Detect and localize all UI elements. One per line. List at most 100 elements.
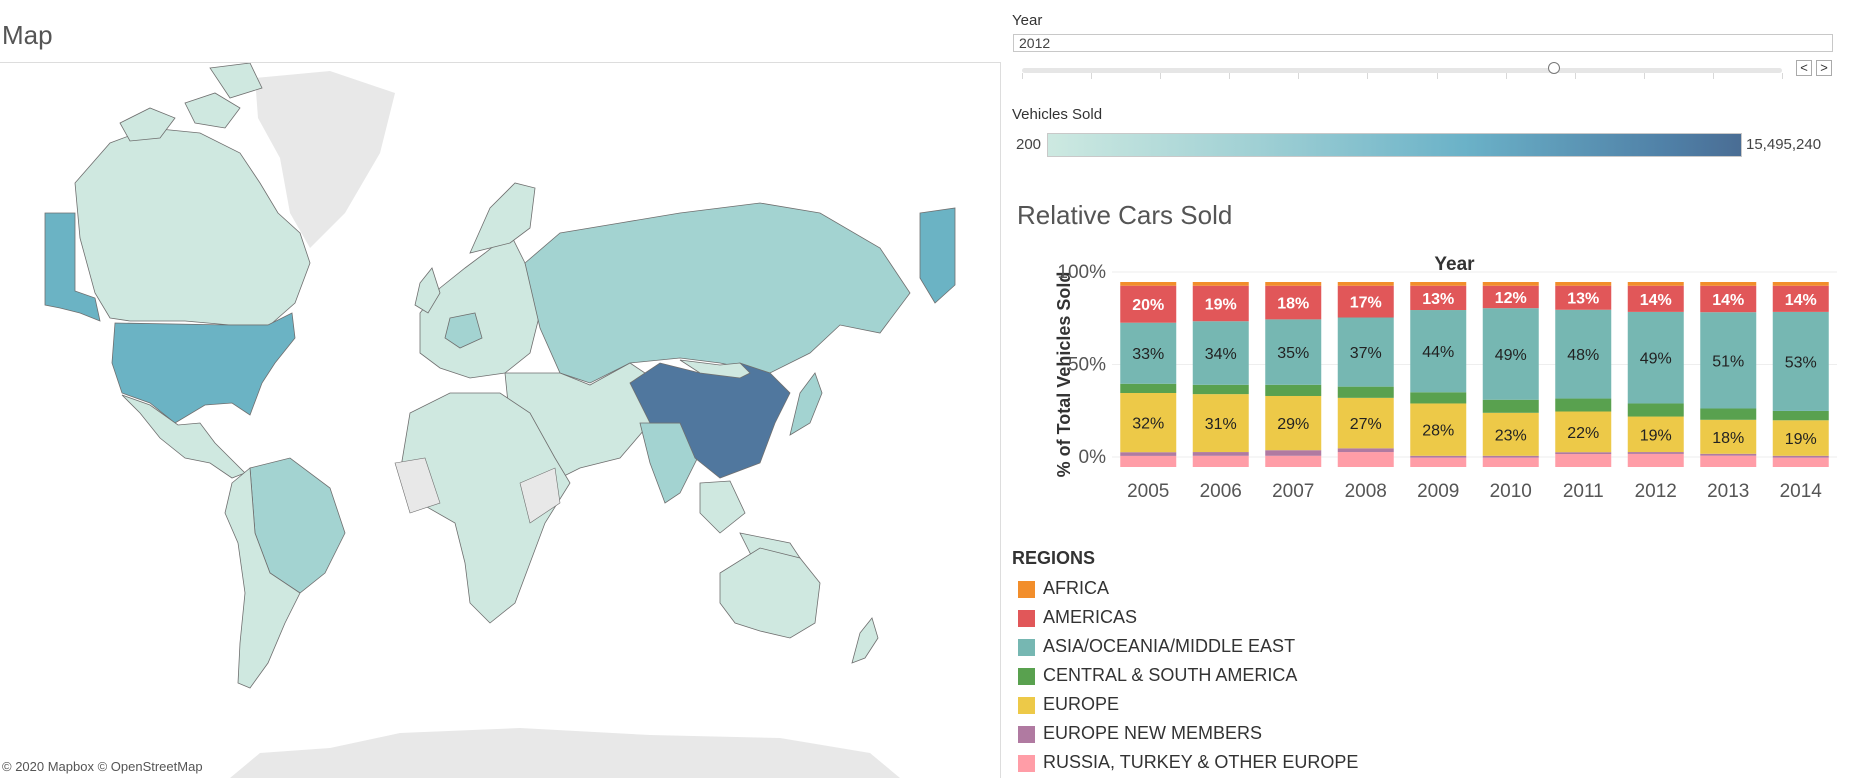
bar-segment[interactable] — [1337, 397, 1394, 449]
map-region-arctic-islands[interactable] — [119, 63, 263, 142]
bar-segment[interactable] — [1192, 455, 1249, 467]
bar-segment[interactable] — [1410, 310, 1467, 393]
year-slider-thumb[interactable] — [1548, 62, 1560, 74]
world-map-canvas[interactable] — [0, 63, 1000, 778]
map-region-russia[interactable] — [524, 202, 911, 384]
bar-segment[interactable] — [1337, 452, 1394, 467]
bar-segment[interactable] — [1410, 282, 1467, 286]
bar-segment[interactable] — [1482, 285, 1539, 309]
map-region-south-america-rest[interactable] — [224, 467, 301, 689]
bar-segment[interactable] — [1772, 457, 1829, 467]
map-region-southeast-asia[interactable] — [699, 480, 801, 564]
map-region-europe[interactable] — [419, 232, 541, 379]
bar-segment[interactable] — [1627, 282, 1684, 286]
bar-segment[interactable] — [1772, 285, 1829, 312]
year-slider-tick — [1643, 73, 1645, 79]
bar-segment[interactable] — [1627, 403, 1684, 417]
map-region-africa[interactable] — [399, 392, 571, 624]
map-region-africa-no-data[interactable] — [394, 457, 561, 524]
bar-segment[interactable] — [1772, 410, 1829, 421]
year-next-button[interactable]: > — [1816, 60, 1832, 76]
bar-segment[interactable] — [1410, 457, 1467, 467]
map-region-australia[interactable] — [719, 547, 821, 639]
year-slider-track[interactable] — [1022, 68, 1782, 73]
bar-segment[interactable] — [1337, 282, 1394, 286]
bar-segment[interactable] — [1120, 455, 1177, 467]
bar-segment[interactable] — [1265, 384, 1322, 396]
bar-segment[interactable] — [1555, 452, 1612, 455]
bar-segment[interactable] — [1627, 453, 1684, 467]
bar-segment[interactable] — [1700, 453, 1757, 456]
bar-segment[interactable] — [1192, 394, 1249, 453]
map-region-germany[interactable] — [444, 312, 483, 349]
map-region-canada[interactable] — [74, 127, 311, 326]
bar-segment[interactable] — [1700, 419, 1757, 454]
bar-segment[interactable] — [1337, 448, 1394, 453]
bar-segment[interactable] — [1265, 285, 1322, 320]
bar-segment[interactable] — [1265, 395, 1322, 451]
bar-segment[interactable] — [1627, 311, 1684, 404]
map-region-japan[interactable] — [789, 372, 823, 436]
map-region-usa[interactable] — [111, 312, 296, 424]
bar-segment[interactable] — [1772, 311, 1829, 411]
bar-segment[interactable] — [1120, 285, 1177, 323]
map-region-uk[interactable] — [414, 267, 441, 314]
bar-segment[interactable] — [1410, 285, 1467, 311]
map-region-alaska[interactable] — [44, 212, 101, 322]
bar-segment[interactable] — [1555, 285, 1612, 310]
bar-segment[interactable] — [1482, 455, 1539, 458]
bar-segment[interactable] — [1700, 312, 1757, 409]
bar-segment[interactable] — [1700, 408, 1757, 420]
bar-segment[interactable] — [1772, 282, 1829, 286]
bar-segment[interactable] — [1265, 455, 1322, 467]
bar-segment[interactable] — [1482, 457, 1539, 467]
bar-segment[interactable] — [1627, 285, 1684, 312]
bar-segment[interactable] — [1265, 282, 1322, 286]
bar-segment[interactable] — [1627, 452, 1684, 454]
bar-segment[interactable] — [1120, 282, 1177, 286]
bar-segment[interactable] — [1700, 285, 1757, 313]
legend-label: EUROPE — [1043, 694, 1120, 714]
bar-segment[interactable] — [1120, 452, 1177, 456]
bar-segment[interactable] — [1555, 309, 1612, 399]
bar-segment[interactable] — [1265, 319, 1322, 385]
bar-segment[interactable] — [1627, 416, 1684, 453]
bar-segment[interactable] — [1555, 411, 1612, 453]
bar-segment[interactable] — [1555, 454, 1612, 467]
year-prev-button[interactable]: < — [1796, 60, 1812, 76]
bar-segment[interactable] — [1482, 308, 1539, 400]
bar-segment[interactable] — [1482, 399, 1539, 413]
bar-segment[interactable] — [1700, 455, 1757, 467]
bar-segment[interactable] — [1700, 282, 1757, 286]
bar-segment[interactable] — [1192, 321, 1249, 385]
bar-segment[interactable] — [1120, 383, 1177, 393]
bar-data-label: 14% — [1640, 292, 1672, 309]
map-region-chukotka[interactable] — [919, 207, 956, 304]
map-region-scandinavia[interactable] — [469, 182, 536, 254]
bar-segment[interactable] — [1410, 455, 1467, 458]
bar-segment[interactable] — [1120, 393, 1177, 453]
bar-segment[interactable] — [1482, 282, 1539, 286]
bar-segment[interactable] — [1192, 384, 1249, 395]
bar-segment[interactable] — [1555, 398, 1612, 412]
bar-segment[interactable] — [1772, 455, 1829, 458]
bar-segment[interactable] — [1772, 420, 1829, 456]
bar-segment[interactable] — [1192, 285, 1249, 322]
bar-segment[interactable] — [1192, 452, 1249, 456]
bar-segment[interactable] — [1337, 386, 1394, 398]
bar-segment[interactable] — [1337, 285, 1394, 318]
bar-segment[interactable] — [1555, 282, 1612, 286]
map-region-greenland[interactable] — [255, 71, 395, 248]
bar-segment[interactable] — [1482, 412, 1539, 456]
bar-segment[interactable] — [1192, 282, 1249, 286]
bar-data-label: 34% — [1205, 346, 1237, 363]
bar-segment[interactable] — [1120, 322, 1177, 384]
map-region-mongolia[interactable] — [679, 359, 751, 379]
map-region-new-zealand[interactable] — [851, 617, 879, 664]
world-map[interactable]: © 2020 Mapbox © OpenStreetMap — [0, 62, 1001, 778]
bar-segment[interactable] — [1265, 450, 1322, 456]
bar-segment[interactable] — [1337, 317, 1394, 387]
bar-segment[interactable] — [1410, 403, 1467, 456]
bar-segment[interactable] — [1410, 392, 1467, 404]
year-filter-input[interactable]: 2012 — [1013, 34, 1833, 52]
